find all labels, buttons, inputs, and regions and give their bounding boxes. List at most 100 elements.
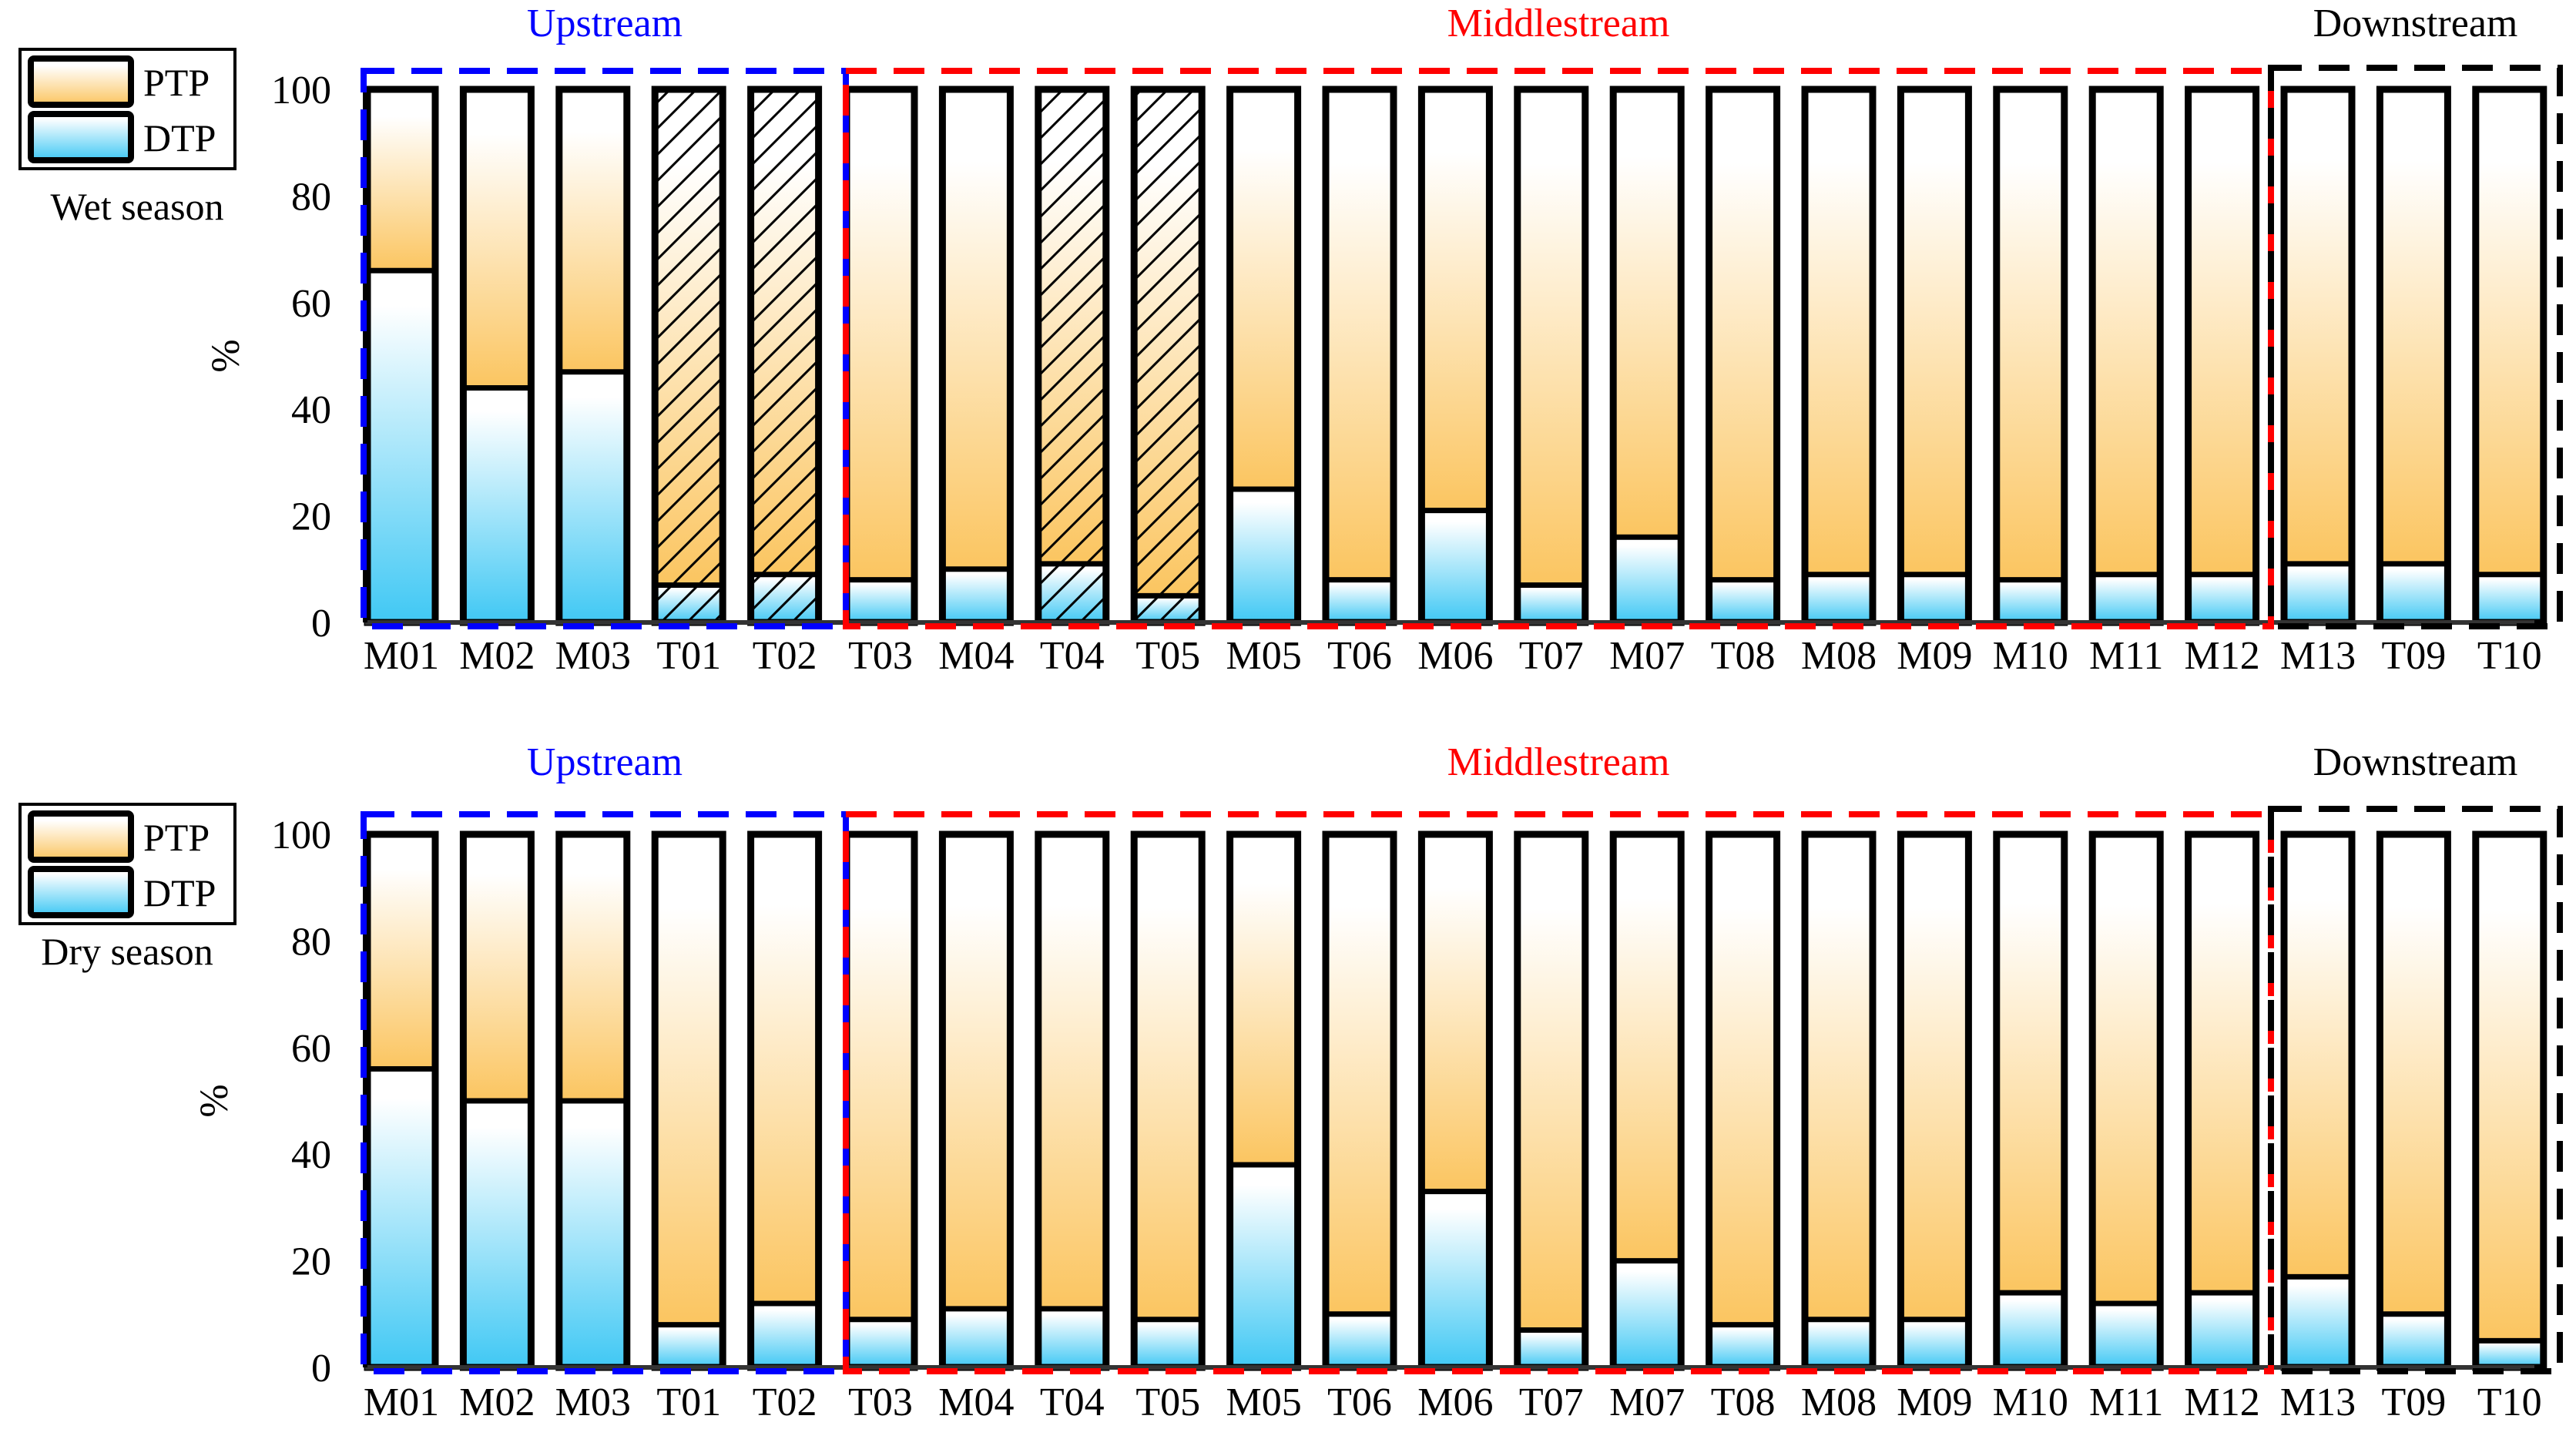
- x-tick-label: T10: [2477, 634, 2542, 678]
- y-tick-label: 60: [291, 282, 331, 326]
- bar-dtp: [2284, 1277, 2352, 1367]
- x-tick-label: T09: [2382, 1381, 2447, 1424]
- bar-dtp: [847, 579, 914, 622]
- bar-dtp: [1517, 585, 1585, 622]
- x-tick-label: T07: [1519, 634, 1584, 678]
- bar-dtp: [1229, 489, 1298, 622]
- bar-ptp: [463, 89, 532, 388]
- legend-label-ptp: PTP: [143, 816, 210, 859]
- bar-ptp: [2092, 89, 2161, 575]
- x-tick-label: M03: [555, 634, 631, 678]
- bar-ptp: [2380, 834, 2448, 1314]
- x-tick-label: M12: [2184, 1381, 2259, 1424]
- bar-ptp: [1900, 89, 1969, 575]
- bar-dtp: [2380, 563, 2448, 622]
- x-tick-label: M04: [938, 634, 1014, 678]
- x-tick-label: M05: [1226, 634, 1301, 678]
- x-tick-label: T01: [656, 1381, 721, 1424]
- region-label-middlestream: Middlestream: [1447, 2, 1670, 45]
- bar-dtp: [942, 1308, 1011, 1367]
- bar-dtp: [1421, 510, 1490, 622]
- legend-swatch-dtp: [28, 866, 134, 918]
- region-label-upstream: Upstream: [527, 740, 683, 784]
- bar-dtp: [2092, 574, 2161, 622]
- bar-dtp: [847, 1319, 914, 1367]
- bar-ptp: [1421, 834, 1490, 1192]
- x-tick-label: M09: [1897, 1381, 1972, 1424]
- x-tick-label: M02: [459, 1381, 535, 1424]
- bar-ptp: [1996, 834, 2064, 1293]
- bar-dtp: [2092, 1303, 2161, 1367]
- bar-ptp: [942, 89, 1011, 569]
- x-tick-label: M13: [2280, 1381, 2356, 1424]
- bar-ptp: [2475, 834, 2544, 1341]
- bar-dtp: [1900, 1319, 1969, 1367]
- x-tick-label: T06: [1327, 1381, 1392, 1424]
- y-tick-label: 100: [271, 814, 331, 857]
- bar-ptp: [1517, 834, 1585, 1330]
- wet-season-chart: 0 20 40 60 80 100% M01 M02 M03 T01 T02 T03 M04 T04 T05…: [18, 2, 2563, 678]
- bar-ptp: [1613, 89, 1682, 538]
- bar-ptp: [2380, 89, 2448, 564]
- bar-ptp: [2188, 834, 2256, 1293]
- y-axis-label: %: [204, 339, 248, 372]
- bar-dtp: [2284, 563, 2352, 622]
- region-box-downstream: [2268, 806, 2563, 1374]
- x-tick-label: T08: [1711, 1381, 1776, 1424]
- region-box-middlestream: [843, 68, 2274, 629]
- y-tick-label: 100: [271, 69, 331, 112]
- x-tick-label: M04: [938, 1381, 1014, 1424]
- bar-ptp: [750, 834, 819, 1303]
- x-tick-label: T02: [753, 1381, 817, 1424]
- bar-dtp: [2475, 574, 2544, 622]
- region-label-middlestream: Middlestream: [1447, 740, 1670, 784]
- legend: PTP DTP: [18, 48, 236, 170]
- season-label: Dry season: [41, 930, 213, 973]
- bar-hatch: [655, 89, 723, 622]
- x-tick-label: M01: [364, 634, 439, 678]
- bar-dtp: [1134, 1319, 1202, 1367]
- bar-ptp: [1709, 89, 1777, 580]
- x-tick-label: M10: [1993, 634, 2068, 678]
- bar-hatch: [1134, 89, 1202, 622]
- bar-ptp: [942, 834, 1011, 1309]
- x-tick-label: M06: [1417, 634, 1493, 678]
- legend-swatch-ptp: [28, 55, 134, 108]
- bar-dtp: [1229, 1165, 1298, 1367]
- bar-ptp: [2188, 89, 2256, 575]
- y-tick-label: 80: [291, 175, 331, 219]
- legend-label-ptp: PTP: [143, 61, 210, 104]
- x-tick-label: T06: [1327, 634, 1392, 678]
- x-tick-label: T10: [2477, 1381, 2542, 1424]
- x-tick-label: M07: [1609, 634, 1685, 678]
- y-tick-label: 60: [291, 1027, 331, 1071]
- bar-hatch: [1038, 89, 1106, 622]
- bar-dtp: [1038, 1308, 1106, 1367]
- region-box-middlestream: [843, 811, 2274, 1374]
- bar-dtp: [463, 387, 532, 622]
- x-tick-label: T02: [753, 634, 817, 678]
- bar-ptp: [1900, 834, 1969, 1320]
- bar-dtp: [1996, 1293, 2064, 1367]
- bar-dtp: [1709, 1324, 1777, 1367]
- x-tick-label: T03: [848, 634, 913, 678]
- bar-dtp: [942, 569, 1011, 622]
- bar-ptp: [2475, 89, 2544, 575]
- bar-dtp: [1709, 579, 1777, 622]
- x-tick-label: T04: [1040, 1381, 1105, 1424]
- bar-ptp: [1517, 89, 1585, 585]
- x-tick-label: M08: [1801, 1381, 1877, 1424]
- legend-label-dtp: DTP: [143, 116, 216, 159]
- bar-dtp: [367, 270, 435, 622]
- y-tick-label: 80: [291, 920, 331, 964]
- x-tick-label: M11: [2089, 1381, 2163, 1424]
- legend-swatch-dtp: [28, 111, 134, 163]
- region-label-upstream: Upstream: [527, 2, 683, 45]
- bar-ptp: [1996, 89, 2064, 580]
- x-tick-label: M06: [1417, 1381, 1493, 1424]
- region-box-upstream: [361, 68, 849, 629]
- x-tick-label: T07: [1519, 1381, 1584, 1424]
- legend-label-dtp: DTP: [143, 871, 216, 914]
- bar-ptp: [1134, 834, 1202, 1320]
